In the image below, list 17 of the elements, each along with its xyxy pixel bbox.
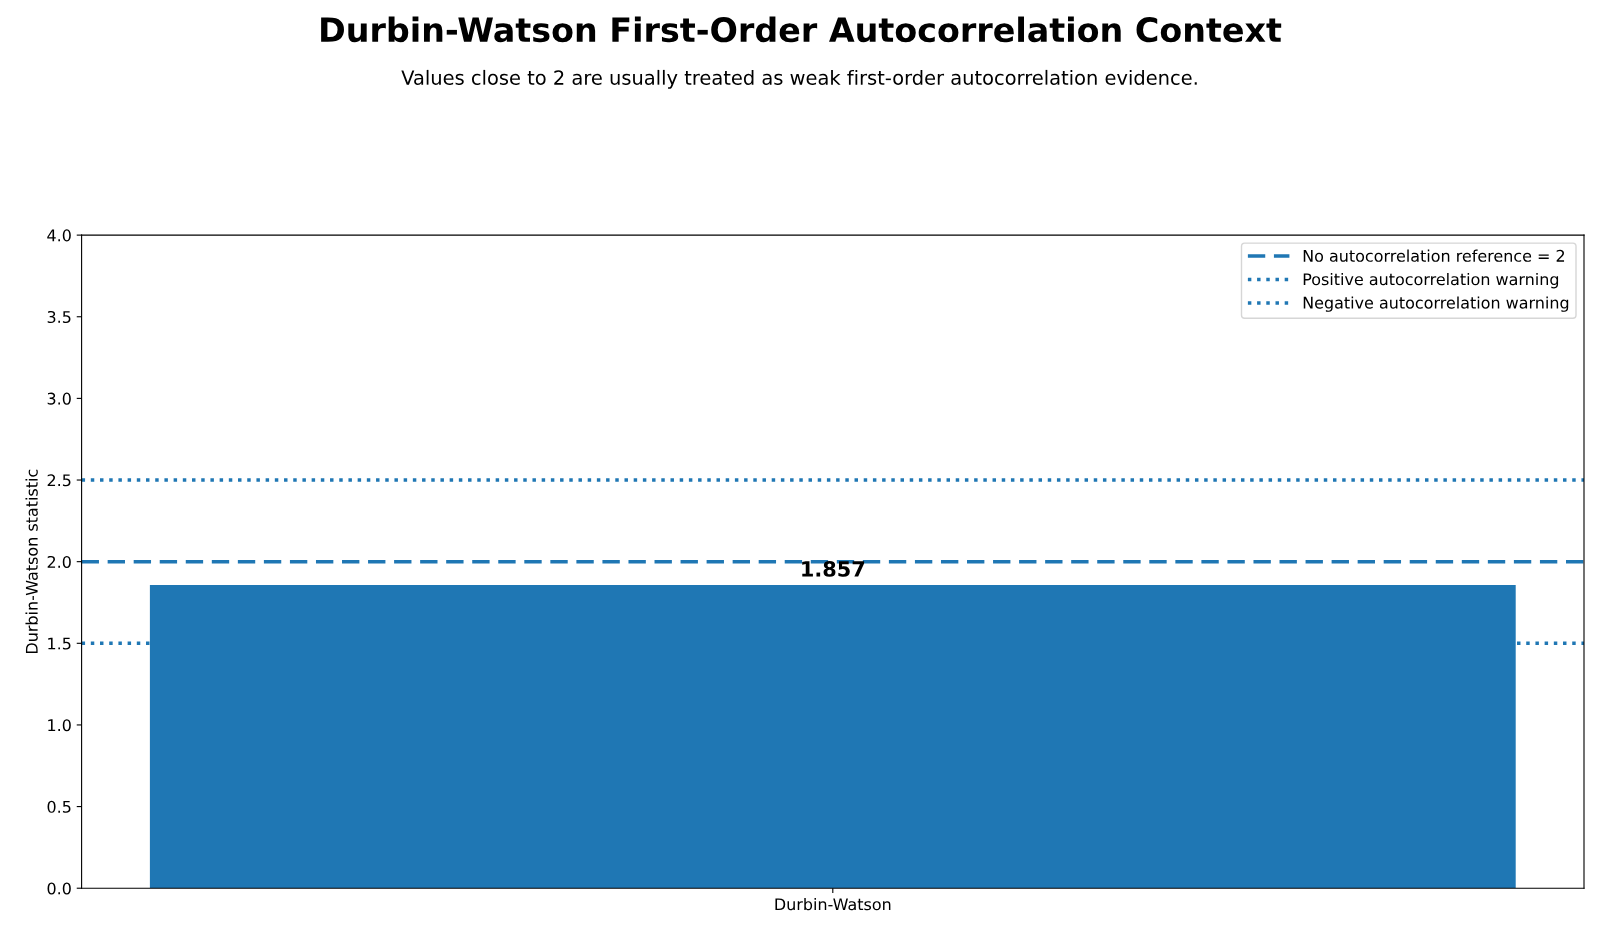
y-tick-label: 1.5: [48, 637, 71, 650]
y-tick-label: 0.5: [47, 800, 71, 813]
data-label: 1.857: [802, 561, 865, 577]
x-tick-label: Durbin-Watson: [775, 897, 891, 911]
y-axis-title: Durbin-Watson statistic: [25, 469, 38, 653]
chart-title: Durbin-Watson First-Order Autocorrelation Context: [321, 16, 1282, 43]
y-tick-label: 3.0: [47, 392, 71, 405]
y-tick-label: 4.0: [47, 229, 71, 242]
y-tick-label: 2.5: [47, 474, 71, 487]
y-tick-label: 2.0: [47, 555, 71, 568]
legend-label: No autocorrelation reference = 2: [1303, 249, 1565, 262]
legend-label: Positive autocorrelation warning: [1303, 272, 1559, 289]
y-tick-label: 3.5: [47, 310, 71, 324]
chart-subtitle: Values close to 2 are usually treated as weak first-order autocorrelation evidence.: [401, 69, 1197, 89]
legend-label: Negative autocorrelation warning: [1303, 296, 1569, 312]
y-tick-label: 0.0: [47, 882, 71, 895]
y-tick-label: 1.0: [48, 719, 71, 732]
